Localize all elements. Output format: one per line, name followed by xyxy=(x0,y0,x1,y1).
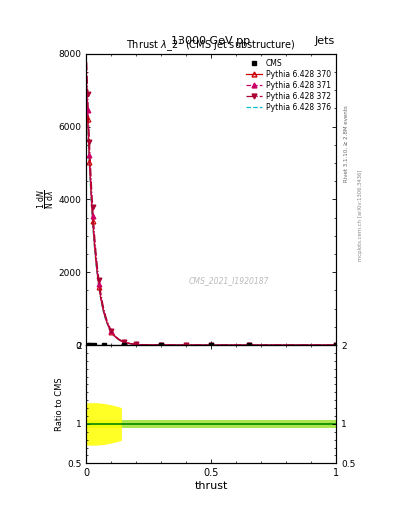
Text: CMS_2021_I1920187: CMS_2021_I1920187 xyxy=(189,276,269,286)
Text: mcplots.cern.ch [arXiv:1306.3436]: mcplots.cern.ch [arXiv:1306.3436] xyxy=(358,169,364,261)
Title: Thrust $\lambda\_2^1$ (CMS jet substructure): Thrust $\lambda\_2^1$ (CMS jet substruct… xyxy=(126,37,296,54)
Text: 13000 GeV pp: 13000 GeV pp xyxy=(171,36,250,46)
Y-axis label: Ratio to CMS: Ratio to CMS xyxy=(55,377,64,431)
X-axis label: thrust: thrust xyxy=(195,481,228,491)
Text: Jets: Jets xyxy=(315,36,335,46)
Y-axis label: $\frac{1}{\mathrm{N}} \frac{\mathrm{d}N}{\mathrm{d}\lambda}$: $\frac{1}{\mathrm{N}} \frac{\mathrm{d}N}… xyxy=(36,189,57,209)
Legend: CMS, Pythia 6.428 370, Pythia 6.428 371, Pythia 6.428 372, Pythia 6.428 376: CMS, Pythia 6.428 370, Pythia 6.428 371,… xyxy=(244,57,332,113)
Text: Rivet 3.1.10, ≥ 2.8M events: Rivet 3.1.10, ≥ 2.8M events xyxy=(344,105,349,182)
